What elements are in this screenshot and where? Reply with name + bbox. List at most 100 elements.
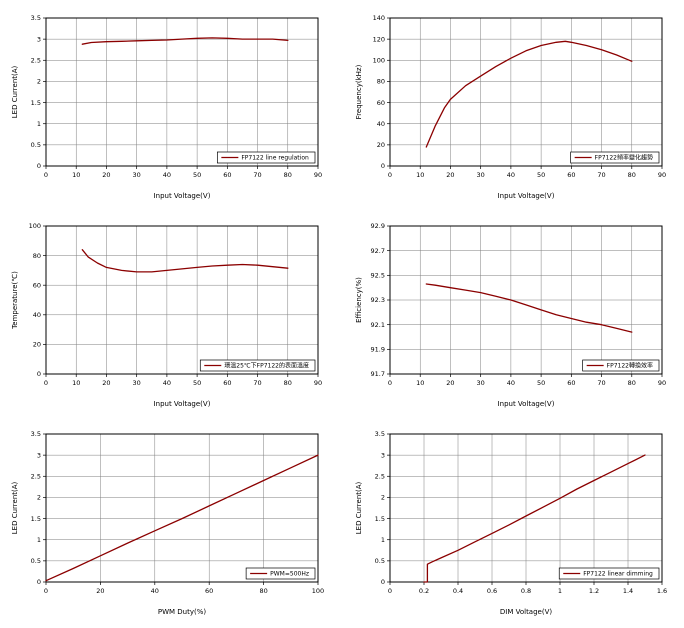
y-tick-label: 0	[37, 578, 41, 586]
y-tick-label: 1.5	[31, 515, 41, 523]
x-tick-label: 50	[537, 171, 545, 179]
gridlines	[390, 434, 662, 582]
y-tick-label: 92.5	[371, 272, 385, 280]
plot-border	[389, 17, 663, 167]
legend-box	[245, 567, 316, 580]
x-tick-label: 1	[558, 587, 562, 595]
x-axis-title: DIM Voltage(V)	[500, 608, 552, 616]
y-tick-label: 2.5	[375, 472, 385, 480]
x-tick-label: 90	[314, 379, 322, 387]
y-tick-label: 40	[33, 311, 41, 319]
y-axis-title: LED Current(A)	[11, 481, 19, 534]
legend-box	[216, 151, 316, 164]
legend: FP7122 linear dimming	[558, 567, 660, 580]
legend: FP7122頻率變化趨勢	[570, 151, 660, 164]
y-tick-label: 3	[381, 451, 385, 459]
x-tick-label: 80	[259, 587, 267, 595]
x-axis-title: Input Voltage(V)	[498, 400, 555, 408]
y-axis-title: LED Current(A)	[11, 65, 19, 118]
y-tick-label: 20	[33, 341, 41, 349]
legend: 環溫25℃下FP7122的表面溫度	[199, 359, 316, 372]
x-tick-label: 0	[44, 587, 48, 595]
y-tick-label: 92.3	[371, 296, 385, 304]
series-line	[425, 283, 633, 333]
x-tick-label: 30	[133, 379, 141, 387]
y-tick-label: 3	[37, 451, 41, 459]
y-tick-label: 140	[373, 14, 385, 22]
y-tick-label: 0	[381, 162, 385, 170]
y-tick-label: 2	[381, 494, 385, 502]
gridlines	[390, 18, 662, 166]
legend-label: FP7122 line regulation	[241, 155, 309, 162]
y-tick-label: 0.5	[31, 557, 41, 565]
tick-labels: 0 10 20 30 40 50 60 70 80 90 91.7 91.9 92.1 92.3 92.5 9…	[371, 222, 667, 387]
chart-pwm-dimming: 0 20 40 60 80 100 0 0.5 1 1.5 2 2.5 3 3.5 PWM Duty(%) L…	[8, 424, 328, 620]
x-tick-label: 90	[658, 171, 666, 179]
legend-box	[558, 567, 660, 580]
series-line	[81, 37, 289, 45]
legend-box	[582, 359, 660, 372]
x-axis-title: PWM Duty(%)	[158, 608, 207, 616]
plot-border	[45, 225, 319, 375]
y-tick-label: 60	[33, 281, 41, 289]
y-tick-label: 1	[381, 536, 385, 544]
x-tick-label: 60	[567, 379, 575, 387]
chart-line-regulation: 0 10 20 30 40 50 60 70 80 90 0 0.5 1 1.5 2 2.5 3 3.5 Input…	[8, 8, 328, 204]
chart-surface-temperature: 0 10 20 30 40 50 60 70 80 90 0 20 40 60 80 100 Input Vol…	[8, 216, 328, 412]
x-axis-title: Input Voltage(V)	[154, 400, 211, 408]
x-tick-label: 40	[163, 171, 171, 179]
x-tick-label: 90	[658, 379, 666, 387]
x-tick-label: 0	[44, 379, 48, 387]
x-tick-label: 10	[72, 379, 80, 387]
series-line	[425, 40, 633, 148]
x-tick-label: 30	[133, 171, 141, 179]
y-axis-title: Efficiency(%)	[355, 277, 363, 323]
y-tick-label: 92.1	[371, 321, 385, 329]
x-tick-label: 50	[193, 171, 201, 179]
plot-border	[45, 433, 319, 583]
legend-label: FP7122頻率變化趨勢	[595, 154, 653, 162]
chart-svg-surface-temperature: 0 10 20 30 40 50 60 70 80 90 0 20 40 60 80 100 Input Vol…	[11, 222, 322, 408]
x-tick-label: 30	[477, 379, 485, 387]
x-tick-label: 50	[193, 379, 201, 387]
y-tick-label: 0	[37, 370, 41, 378]
series-line	[45, 454, 319, 582]
gridlines	[46, 434, 318, 582]
chart-efficiency: 0 10 20 30 40 50 60 70 80 90 91.7 91.9 92.1 92.3 92.5 9…	[352, 216, 672, 412]
tick-labels: 0 20 40 60 80 100 0 0.5 1 1.5 2 2.5 3 3.5	[31, 430, 325, 595]
y-tick-label: 100	[29, 222, 41, 230]
x-tick-label: 0.8	[521, 587, 531, 595]
x-tick-label: 80	[284, 171, 292, 179]
y-tick-label: 92.9	[371, 222, 385, 230]
x-tick-label: 40	[151, 587, 159, 595]
x-tick-label: 10	[416, 171, 424, 179]
legend: PWM=500Hz	[245, 567, 316, 580]
legend-label: PWM=500Hz	[270, 571, 309, 578]
x-tick-label: 40	[507, 171, 515, 179]
y-tick-label: 80	[33, 252, 41, 260]
x-tick-label: 60	[205, 587, 213, 595]
legend-box	[199, 359, 316, 372]
x-tick-label: 20	[446, 379, 454, 387]
x-tick-label: 20	[96, 587, 104, 595]
x-tick-label: 60	[223, 379, 231, 387]
x-tick-label: 90	[314, 171, 322, 179]
chart-frequency-trend: 0 10 20 30 40 50 60 70 80 90 0 20 40 60 80 100 120 140 Inp…	[352, 8, 672, 204]
y-tick-label: 3	[37, 35, 41, 43]
tick-labels: 0 0.2 0.4 0.6 0.8 1 1.2 1.4 1.6 0 0.5 1 1.5 2 2.5 3 3.5	[375, 430, 668, 595]
x-tick-label: 100	[312, 587, 324, 595]
x-tick-label: 20	[102, 379, 110, 387]
y-tick-label: 60	[377, 99, 385, 107]
x-tick-label: 60	[223, 171, 231, 179]
y-tick-label: 2	[37, 494, 41, 502]
x-tick-label: 80	[628, 379, 636, 387]
y-tick-label: 120	[373, 35, 385, 43]
y-axis-title: LED Current(A)	[355, 481, 363, 534]
gridlines	[390, 226, 662, 374]
x-tick-label: 0	[388, 379, 392, 387]
x-tick-label: 0.4	[453, 587, 463, 595]
legend: FP7122轉換效率	[582, 359, 660, 372]
x-tick-label: 1.6	[657, 587, 667, 595]
x-tick-label: 60	[567, 171, 575, 179]
gridlines	[46, 226, 318, 374]
